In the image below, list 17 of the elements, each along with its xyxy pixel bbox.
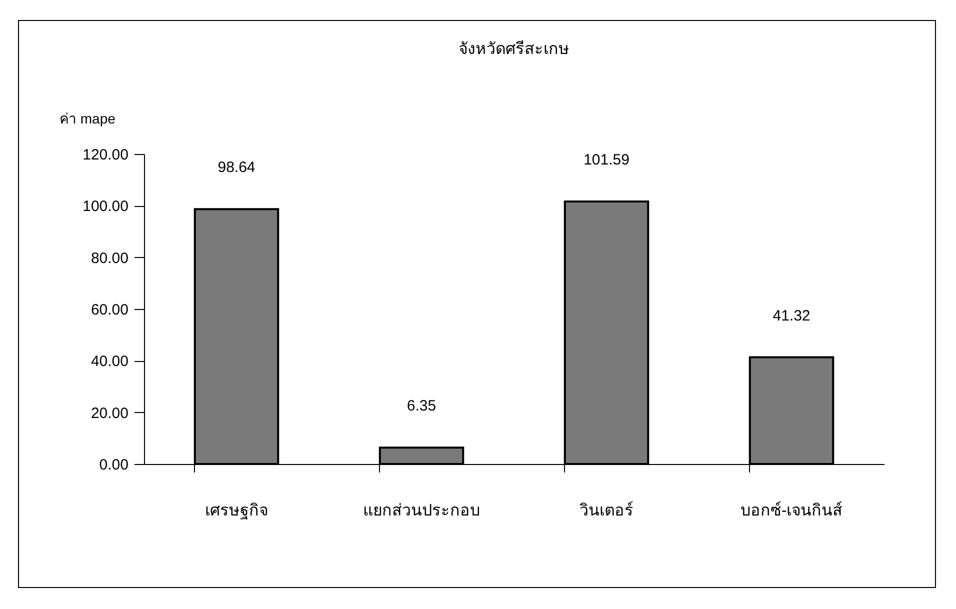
y-tick-label: 120.00 — [82, 146, 128, 164]
y-axis-title: ค่า mape — [60, 110, 116, 126]
data-label: 101.59 — [584, 152, 630, 169]
y-tick-label: 20.00 — [90, 404, 128, 422]
data-label: 98.64 — [218, 159, 256, 176]
y-tick-label: 0.00 — [99, 456, 128, 474]
data-label: 41.32 — [772, 307, 810, 324]
y-tick-label: 40.00 — [90, 353, 128, 370]
y-tick-label: 60.00 — [90, 302, 128, 318]
y-tick-label: 100.00 — [82, 198, 128, 216]
chart-title: จังหวัดศรีสะเกษ — [458, 40, 570, 58]
x-tick-label: บอกซ์-เจนกินส์ — [740, 500, 843, 520]
x-tick-label: เศรษฐกิจ — [205, 502, 268, 520]
data-label: 6.35 — [406, 398, 436, 415]
x-tick-label: แยกส่วนประกอบ — [363, 502, 480, 520]
y-tick-label: 80.00 — [90, 250, 128, 267]
x-tick-label: วินเตอร์ — [580, 500, 634, 520]
